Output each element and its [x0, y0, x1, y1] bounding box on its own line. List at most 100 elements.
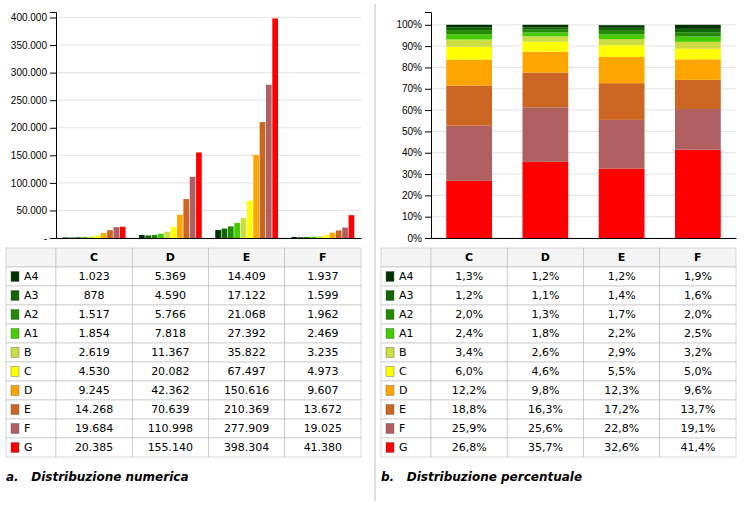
- y-tick: 80%: [402, 62, 431, 73]
- table-value: 19.025: [304, 422, 343, 435]
- table-value: 13,7%: [680, 403, 715, 416]
- bar-segment: [523, 36, 569, 42]
- bar-segment: [446, 40, 492, 47]
- bar: [228, 226, 234, 238]
- table-cell: [132, 343, 208, 362]
- panel: -50.000100.000150.000200.000250.000300.0…: [6, 12, 362, 484]
- y-tick-mark: [50, 100, 56, 101]
- bar-segment: [523, 25, 569, 28]
- bar: [247, 201, 253, 238]
- table-cell: [431, 248, 507, 267]
- table-cell: [381, 343, 431, 362]
- table-cell: [6, 324, 56, 343]
- table-cell: [132, 400, 208, 419]
- y-tick-mark: [425, 67, 431, 68]
- table-value: 1.023: [78, 270, 110, 283]
- chart-title: b. Distribuzione percentuale: [381, 470, 582, 484]
- grid: [56, 18, 361, 238]
- table-cell: [209, 324, 285, 343]
- table-value: 1.854: [78, 327, 110, 340]
- bar: [260, 122, 266, 238]
- y-tick: 250.000: [11, 95, 56, 106]
- table-value: 3,4%: [455, 346, 483, 359]
- table-value: 12,2%: [452, 384, 487, 397]
- bar-segment: [675, 150, 721, 238]
- table-cell: [285, 438, 361, 457]
- legend-swatch: [386, 405, 394, 415]
- table-value: 1.599: [307, 289, 339, 302]
- table-cell: [56, 267, 132, 286]
- table-cell: [285, 362, 361, 381]
- table-cell: [584, 343, 660, 362]
- table-value: 2,6%: [531, 346, 559, 359]
- bars: [446, 25, 721, 238]
- table-cell: [431, 419, 507, 438]
- y-tick-mark: [425, 174, 431, 175]
- table-value: 3,2%: [684, 346, 712, 359]
- table-value: 110.998: [148, 422, 194, 435]
- legend-swatch: [386, 424, 394, 434]
- legend-label: G: [399, 441, 408, 454]
- grid-line: [56, 72, 361, 73]
- bar-segment: [599, 57, 645, 83]
- table-cell: [431, 267, 507, 286]
- y-tick-label: 300.000: [11, 67, 48, 78]
- grid-line: [56, 210, 361, 211]
- table-value: 2,0%: [684, 308, 712, 321]
- legend-label: E: [399, 403, 406, 416]
- bar-segment: [599, 120, 645, 169]
- y-tick: 10%: [402, 211, 431, 222]
- table-header: C: [465, 251, 473, 264]
- table-cell: [584, 267, 660, 286]
- table-cell: [584, 248, 660, 267]
- y-tick: 60%: [402, 105, 431, 116]
- bar: [107, 230, 113, 238]
- y-tick-mark: [50, 73, 56, 74]
- table-cell: [431, 324, 507, 343]
- legend-label: A2: [24, 308, 39, 321]
- bar-segment: [599, 25, 645, 28]
- y-tick-label: 350.000: [11, 40, 48, 51]
- legend-swatch: [386, 443, 394, 453]
- table-cell: [285, 305, 361, 324]
- table-value: 5,5%: [608, 365, 636, 378]
- y-tick-mark: [50, 155, 56, 156]
- table-cell: [431, 305, 507, 324]
- table-value: 1,2%: [608, 270, 636, 283]
- table-value: 17,2%: [604, 403, 639, 416]
- legend-label: A2: [399, 308, 414, 321]
- table-value: 25,6%: [528, 422, 563, 435]
- legend-label: A4: [24, 270, 39, 283]
- table-cell: [6, 381, 56, 400]
- table-value: 14.409: [227, 270, 266, 283]
- y-axis: -50.000100.000150.000200.000250.000300.0…: [11, 12, 57, 243]
- legend-swatch: [11, 367, 19, 377]
- legend-swatch: [386, 291, 394, 301]
- table-cell: [507, 305, 583, 324]
- table-value: 4,6%: [531, 365, 559, 378]
- table-value: 41,4%: [680, 441, 715, 454]
- table-cell: [584, 419, 660, 438]
- y-tick-mark: [425, 25, 431, 26]
- bar: [63, 237, 69, 238]
- bar-segment: [523, 107, 569, 162]
- table-cell: [56, 248, 132, 267]
- table-cell: [431, 286, 507, 305]
- y-tick: 200.000: [11, 122, 56, 133]
- bar: [183, 199, 189, 238]
- table-cell: [56, 438, 132, 457]
- table-cell: [209, 248, 285, 267]
- table-cell: [507, 381, 583, 400]
- table-cell: [56, 305, 132, 324]
- table-value: 1,9%: [684, 270, 712, 283]
- table-value: 155.140: [148, 441, 194, 454]
- y-axis: 0%10%20%30%40%50%60%70%80%90%100%: [396, 13, 431, 244]
- table-value: 13.672: [304, 403, 343, 416]
- bar-segment: [675, 29, 721, 32]
- bar: [298, 237, 304, 238]
- legend-label: B: [24, 346, 32, 359]
- y-tick-label: 50.000: [16, 205, 47, 216]
- table-value: 1.517: [78, 308, 110, 321]
- y-tick-label: 70%: [402, 83, 422, 94]
- table-cell: [660, 343, 736, 362]
